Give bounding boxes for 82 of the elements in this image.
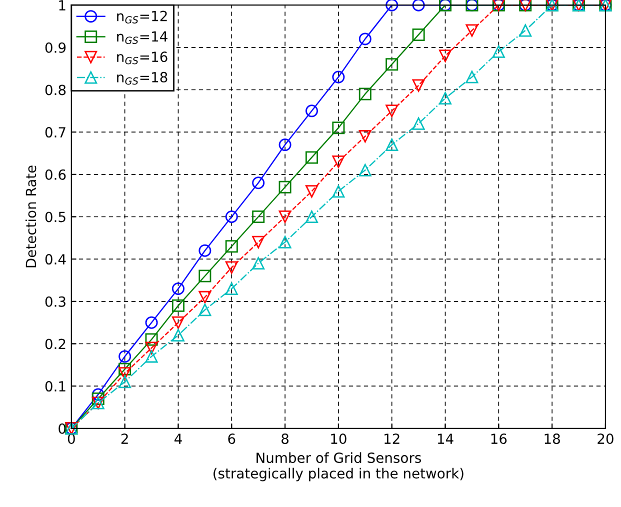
x-tick-label: 20 [598, 434, 614, 444]
x-tick-label: 8 [282, 434, 289, 444]
point [252, 236, 265, 248]
legend-label: n$_{GS}$=12 [117, 10, 167, 24]
point [145, 333, 158, 346]
x-tick-label: 10 [331, 434, 346, 444]
point [145, 342, 158, 354]
y-tick-label: 1 [59, 0, 66, 10]
point [412, 28, 425, 41]
y-tick-label: 0.6 [45, 169, 66, 180]
x-tick-label: 16 [491, 434, 507, 444]
point [278, 236, 292, 248]
point [519, 24, 532, 37]
point [118, 376, 132, 388]
point [439, 50, 452, 62]
point [198, 244, 212, 257]
point [332, 70, 345, 84]
point [252, 210, 265, 223]
y-axis-title: Detection Rate [25, 166, 36, 268]
point [412, 0, 425, 12]
y-tick-label: 0.4 [45, 254, 66, 265]
point [386, 0, 398, 12]
point [145, 350, 158, 363]
y-tick-label: 0.2 [45, 338, 66, 350]
point [305, 210, 318, 223]
point [225, 210, 238, 223]
point [225, 261, 238, 274]
point [172, 282, 184, 295]
point [172, 299, 184, 312]
x-tick-label: 18 [544, 434, 560, 444]
point [118, 350, 132, 363]
point [358, 32, 372, 46]
y-tick-label: 0.5 [45, 212, 66, 222]
point [172, 316, 184, 329]
x-tick-label: 4 [174, 434, 182, 444]
point [198, 290, 212, 304]
point [358, 164, 372, 176]
y-tick-label: 0.3 [45, 296, 66, 307]
point [358, 130, 372, 143]
y-tick-label: 0.1 [45, 381, 66, 392]
point [412, 79, 425, 92]
x-tick-label: 2 [121, 434, 128, 444]
point [225, 240, 238, 253]
point [92, 388, 104, 401]
y-tick-label: 0.7 [45, 127, 66, 138]
point [466, 70, 478, 84]
point [412, 117, 425, 130]
x-tick-label: 12 [384, 434, 400, 444]
point [439, 92, 452, 104]
point [358, 88, 372, 100]
x-tick-label: 6 [228, 434, 236, 444]
x-tick-label: 14 [438, 434, 454, 444]
point [172, 329, 184, 342]
point [225, 282, 238, 295]
point [278, 180, 292, 194]
point [305, 185, 318, 198]
y-tick-label: 0.9 [45, 42, 66, 53]
point [118, 367, 132, 380]
point [278, 138, 292, 152]
point [492, 45, 505, 58]
point [278, 210, 292, 223]
point [332, 122, 345, 134]
legend-label: n$_{GS}$=16 [117, 52, 168, 64]
legend-label: n$_{GS}$=18 [117, 72, 168, 85]
y-tick-label: 0.8 [45, 84, 66, 96]
x-axis-title: Number of Grid Sensors (strategically placed in the network) [214, 452, 464, 482]
point [466, 24, 478, 37]
point [305, 104, 318, 118]
point [118, 362, 132, 376]
legend-label: n$_{GS}$=14 [117, 31, 168, 44]
point [252, 176, 265, 190]
point [386, 58, 398, 71]
point [145, 316, 158, 329]
point [332, 185, 345, 198]
point [332, 155, 345, 168]
point [92, 392, 104, 406]
point [386, 104, 398, 118]
point [386, 138, 398, 152]
point [198, 270, 212, 282]
point [252, 257, 265, 270]
point [305, 151, 318, 164]
point [198, 304, 212, 316]
